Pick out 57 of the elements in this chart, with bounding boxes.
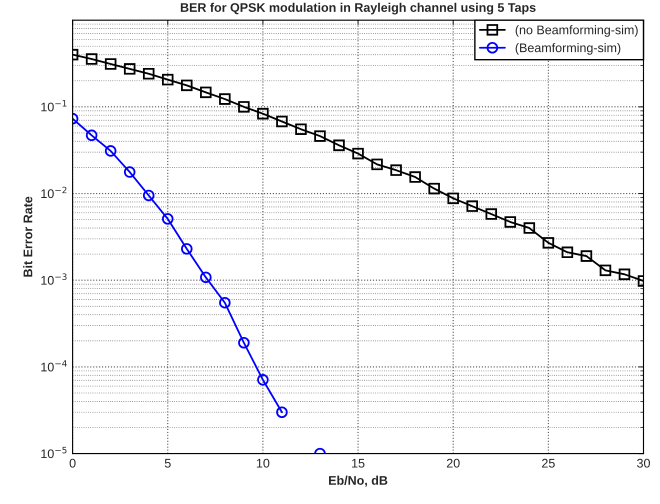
point (104, 58, 116, 70)
point (466, 200, 478, 212)
point (181, 80, 193, 92)
point (86, 53, 98, 65)
y-tick-label: 10$^{−3}$ (41, 273, 67, 285)
x-axis-title: Eb/No, dB (329, 476, 388, 487)
point (390, 164, 402, 176)
point (142, 190, 154, 202)
x-tick-label: 15 (352, 458, 364, 468)
x-tick-label: 5 (164, 458, 171, 468)
point (333, 140, 345, 152)
x-tick-label: 10 (256, 458, 270, 468)
point (562, 246, 574, 258)
point (371, 158, 383, 170)
point (200, 86, 212, 98)
point (104, 145, 116, 157)
legend-label: (Beamforming-sim) (516, 43, 620, 55)
point (86, 130, 98, 142)
point (618, 268, 630, 280)
point (142, 68, 154, 80)
point (295, 123, 307, 135)
point (504, 216, 516, 228)
point (219, 93, 231, 105)
point (200, 272, 212, 284)
x-tick-label: 25 (542, 458, 555, 468)
point (219, 296, 231, 308)
point (276, 116, 288, 128)
point (257, 108, 269, 120)
point (600, 264, 612, 276)
legend-label: (no Beamforming-sim) (516, 25, 638, 37)
y-tick-label: 10$^{−1}$ (41, 100, 66, 112)
x-tick-label: 30 (637, 458, 650, 468)
point (314, 130, 326, 142)
point (238, 101, 250, 113)
point (257, 374, 269, 386)
point (162, 74, 174, 86)
point (352, 148, 364, 160)
point (428, 182, 440, 194)
point (542, 237, 554, 249)
point (276, 406, 288, 418)
point (409, 171, 421, 183)
point (524, 222, 536, 234)
y-tick-label: 10$^{−2}$ (41, 186, 66, 198)
x-tick-label: 0 (70, 458, 76, 468)
point (124, 166, 136, 178)
point (580, 250, 592, 262)
point (447, 192, 459, 204)
point (485, 208, 498, 220)
x-tick-label: 20 (446, 458, 460, 468)
y-axis-title: Bit Error Rate (23, 196, 32, 277)
point (124, 63, 136, 75)
y-tick-label: 10$^{−5}$ (41, 446, 67, 458)
chart-title: BER for QPSK modulation in Rayleigh channel using 5 Taps (180, 2, 536, 14)
point (181, 243, 193, 255)
point (162, 213, 174, 225)
point (238, 336, 250, 349)
y-tick-label: 10$^{−4}$ (41, 360, 67, 372)
